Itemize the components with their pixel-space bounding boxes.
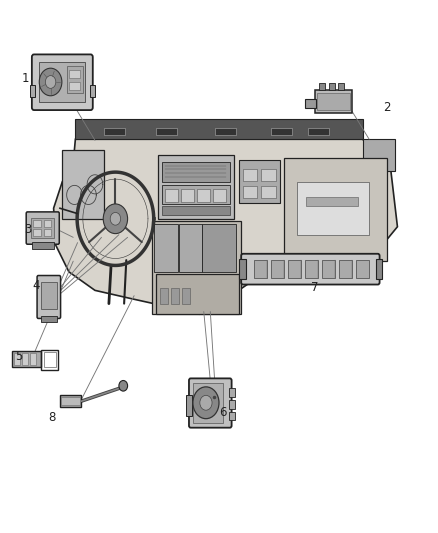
Bar — [213, 189, 226, 203]
Bar — [338, 83, 344, 91]
Bar — [328, 83, 335, 91]
Text: 4: 4 — [32, 279, 40, 292]
Bar — [14, 353, 20, 365]
Bar — [44, 220, 51, 227]
Circle shape — [110, 213, 120, 225]
Bar — [75, 119, 363, 139]
Text: 2: 2 — [383, 101, 390, 114]
Bar — [181, 189, 194, 203]
Bar — [42, 350, 58, 370]
Bar — [243, 186, 257, 198]
Bar — [104, 127, 124, 135]
Bar — [229, 400, 235, 409]
Bar — [229, 389, 235, 397]
Bar — [254, 260, 267, 278]
Bar — [152, 221, 241, 314]
FancyBboxPatch shape — [241, 254, 380, 285]
FancyBboxPatch shape — [37, 276, 60, 318]
Bar — [41, 316, 57, 322]
Bar — [297, 182, 369, 235]
Bar — [162, 206, 230, 215]
Bar — [62, 150, 104, 219]
Bar — [12, 351, 41, 367]
Bar — [271, 127, 292, 135]
Bar — [356, 260, 369, 278]
Bar — [305, 260, 318, 278]
Circle shape — [46, 76, 56, 88]
FancyBboxPatch shape — [32, 54, 93, 110]
Bar — [197, 189, 210, 203]
Bar — [271, 260, 284, 278]
Circle shape — [200, 395, 212, 410]
Bar — [182, 288, 190, 304]
Text: 7: 7 — [311, 281, 318, 294]
FancyBboxPatch shape — [189, 378, 232, 427]
Bar — [69, 82, 80, 90]
Bar — [162, 161, 230, 182]
Bar — [44, 352, 56, 367]
Bar — [288, 260, 301, 278]
Bar — [158, 155, 234, 219]
Bar — [305, 99, 316, 109]
Bar — [339, 260, 352, 278]
FancyBboxPatch shape — [26, 212, 59, 244]
Bar — [179, 224, 202, 272]
Bar — [44, 229, 51, 236]
Bar — [171, 288, 179, 304]
Bar — [193, 383, 223, 423]
Bar — [32, 241, 53, 249]
Bar — [215, 127, 236, 135]
Bar — [67, 66, 83, 93]
Bar — [39, 62, 85, 102]
Bar — [284, 158, 387, 261]
Bar — [60, 395, 81, 407]
Bar — [30, 353, 36, 365]
Text: 8: 8 — [48, 411, 55, 424]
Bar — [41, 282, 57, 309]
Bar — [160, 288, 168, 304]
Bar — [90, 85, 95, 97]
Bar — [261, 169, 276, 181]
Text: 1: 1 — [21, 72, 29, 85]
Bar — [240, 259, 246, 279]
Circle shape — [193, 387, 219, 419]
Circle shape — [39, 68, 62, 96]
Text: 5: 5 — [15, 350, 22, 363]
Bar — [317, 93, 350, 110]
Bar — [261, 186, 276, 198]
Bar — [308, 127, 329, 135]
Circle shape — [119, 381, 127, 391]
Bar — [33, 229, 41, 236]
Polygon shape — [53, 139, 397, 314]
Bar — [156, 274, 239, 314]
Circle shape — [103, 204, 127, 233]
Bar — [239, 160, 280, 203]
Bar — [363, 139, 395, 171]
Bar — [322, 260, 335, 278]
Bar — [61, 397, 80, 406]
Bar — [243, 169, 257, 181]
Bar — [165, 189, 178, 203]
Bar — [154, 224, 178, 272]
Bar — [319, 83, 325, 91]
Text: 6: 6 — [219, 406, 227, 419]
Bar — [31, 217, 54, 238]
Bar — [33, 220, 41, 227]
Bar — [376, 259, 382, 279]
Bar — [315, 91, 352, 113]
Bar — [186, 395, 191, 416]
Bar — [229, 412, 235, 420]
Bar — [306, 197, 358, 206]
Bar — [162, 185, 230, 204]
Bar — [69, 70, 80, 78]
Text: 3: 3 — [24, 223, 31, 236]
Bar — [30, 85, 35, 97]
Bar — [22, 353, 28, 365]
Bar — [201, 224, 237, 272]
Bar — [156, 127, 177, 135]
